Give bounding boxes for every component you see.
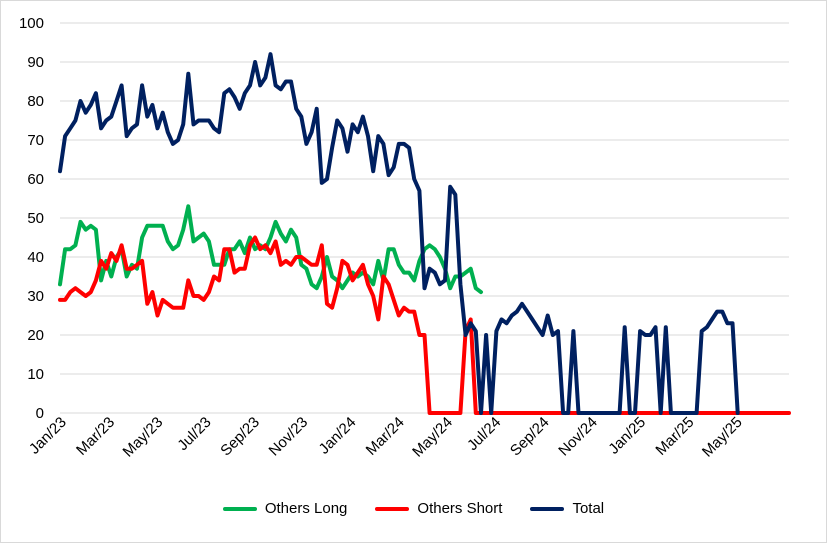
y-tick-label: 50: [27, 210, 44, 227]
x-tick-label: Nov/24: [555, 414, 601, 460]
x-tick-label: Jul/24: [464, 414, 504, 454]
y-tick-label: 20: [27, 327, 44, 344]
y-tick-label: 40: [27, 249, 44, 266]
legend-label-others-long: Others Long: [264, 500, 348, 517]
x-axis-ticks: Jan/23 Mar/23 May/23 Jul/23 Sep/23 Nov/23 Jan/…: [26, 414, 746, 461]
x-tick-label: Jan/25: [605, 414, 649, 458]
x-tick-label: Sep/23: [217, 414, 263, 460]
legend-item-others-long: Others Long: [222, 500, 348, 517]
y-tick-label: 10: [27, 366, 44, 383]
x-tick-label: May/24: [409, 414, 456, 461]
x-tick-label: May/23: [120, 414, 167, 461]
y-tick-label: 80: [27, 93, 44, 110]
x-tick-label: Mar/25: [652, 414, 697, 459]
y-tick-label: 90: [27, 54, 44, 71]
x-tick-label: Jan/24: [316, 414, 360, 458]
legend-swatch-total: [530, 506, 565, 511]
legend-item-others-short: Others Short: [375, 500, 502, 517]
legend-label-others-short: Others Short: [417, 500, 503, 517]
x-tick-label: May/25: [699, 414, 746, 461]
y-tick-label: 70: [27, 132, 44, 149]
legend-item-total: Total: [530, 500, 604, 517]
y-tick-label: 0: [36, 405, 44, 422]
x-tick-label: Jan/23: [26, 414, 70, 458]
gridlines: [60, 22, 789, 375]
legend-label-total: Total: [572, 500, 605, 517]
series-line-total: [58, 52, 740, 415]
x-tick-label: Mar/23: [73, 414, 118, 459]
x-tick-label: Mar/24: [363, 414, 408, 459]
series-line-others-short: [58, 235, 791, 415]
legend-swatch-others-short: [375, 506, 410, 511]
x-tick-label: Jul/23: [174, 414, 214, 454]
y-axis-ticks: 0 10 20 30 40 50 60 70 80 90 100: [19, 15, 44, 422]
y-tick-label: 60: [27, 171, 44, 188]
series-lines: [58, 52, 791, 415]
x-tick-label: Nov/23: [266, 414, 312, 460]
y-tick-label: 30: [27, 288, 44, 305]
y-tick-label: 100: [19, 15, 44, 32]
legend-swatch-others-long: [222, 506, 257, 511]
x-tick-label: Sep/24: [507, 414, 553, 460]
legend: Others Long Others Short Total: [0, 500, 827, 517]
